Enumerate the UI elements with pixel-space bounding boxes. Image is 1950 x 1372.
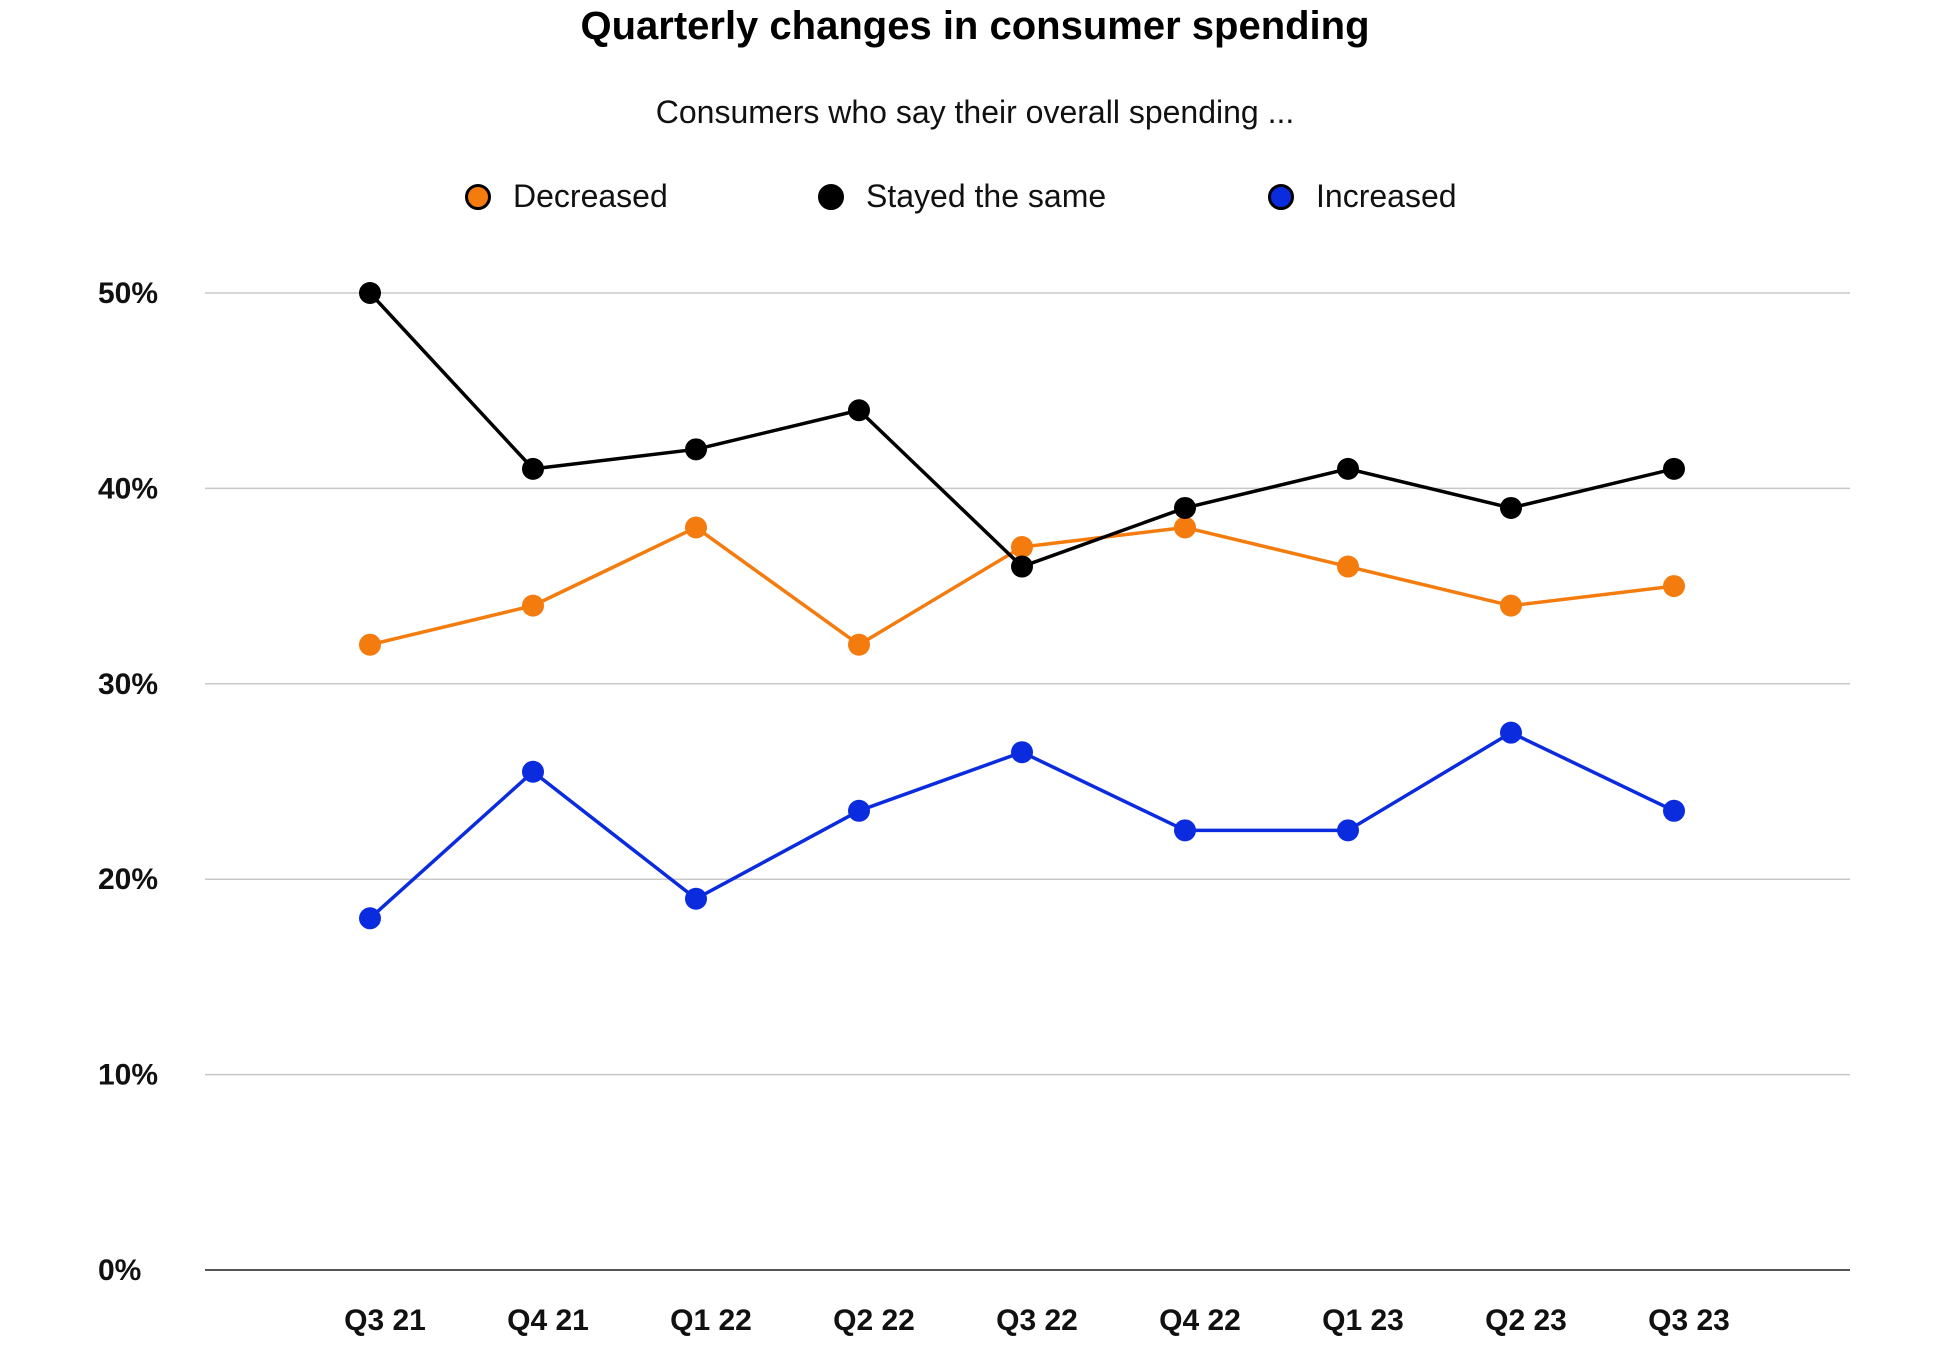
data-point-decreased [1663, 575, 1685, 598]
data-point-decreased [1011, 536, 1033, 559]
y-tick-label: 40% [98, 472, 158, 505]
series-line-stayed [368, 291, 1675, 569]
legend-item-increased: Increased [1268, 178, 1457, 215]
data-point-stayed [1337, 457, 1359, 480]
chart-title: Quarterly changes in consumer spending [580, 4, 1370, 48]
data-point-stayed [1174, 496, 1196, 519]
x-tick-label: Q2 23 [1485, 1304, 1567, 1337]
legend: Decreased Stayed the same Increased [0, 178, 1950, 238]
legend-item-stayed: Stayed the same [818, 178, 1106, 215]
data-point-stayed [1500, 496, 1522, 519]
x-tick-label: Q4 21 [507, 1304, 589, 1337]
x-tick-label: Q2 22 [833, 1304, 915, 1337]
y-tick-label: 0% [98, 1254, 141, 1287]
x-tick-label: Q1 23 [1322, 1304, 1404, 1337]
data-point-increased [359, 907, 381, 930]
data-point-decreased [1500, 594, 1522, 617]
legend-marker-stayed [818, 183, 844, 210]
data-point-increased [1337, 819, 1359, 842]
x-tick-label: Q3 21 [344, 1304, 426, 1337]
legend-marker-decreased [465, 183, 491, 210]
data-point-decreased [522, 594, 544, 617]
data-point-stayed [522, 457, 544, 480]
data-point-increased [1174, 819, 1196, 842]
data-point-stayed [359, 282, 381, 304]
legend-item-decreased: Decreased [465, 178, 668, 215]
data-point-stayed [1663, 457, 1685, 480]
data-point-increased [1663, 799, 1685, 822]
y-tick-label: 10% [98, 1059, 158, 1092]
data-point-decreased [359, 633, 381, 656]
data-point-stayed [1011, 555, 1033, 578]
data-point-stayed [685, 438, 707, 461]
y-tick-label: 50% [98, 277, 158, 310]
chart-subtitle: Consumers who say their overall spending… [655, 94, 1295, 130]
data-point-increased [1500, 721, 1522, 744]
data-point-increased [1011, 741, 1033, 764]
y-tick-label: 30% [98, 668, 158, 701]
x-tick-label: Q3 22 [996, 1304, 1078, 1337]
data-point-decreased [848, 633, 870, 656]
x-tick-label: Q3 23 [1648, 1304, 1730, 1337]
legend-label-stayed: Stayed the same [866, 178, 1107, 214]
x-tick-label: Q4 22 [1159, 1304, 1241, 1337]
y-tick-label: 20% [98, 863, 158, 896]
data-point-increased [685, 887, 707, 910]
x-tick-label: Q1 22 [670, 1304, 752, 1337]
data-point-decreased [685, 516, 707, 539]
data-point-decreased [1174, 516, 1196, 539]
data-point-increased [848, 799, 870, 822]
legend-label-decreased: Decreased [513, 178, 668, 214]
data-point-decreased [1337, 555, 1359, 578]
legend-marker-increased [1268, 183, 1294, 210]
data-point-increased [522, 760, 544, 783]
data-point-stayed [848, 399, 870, 422]
legend-label-increased: Increased [1316, 178, 1457, 214]
